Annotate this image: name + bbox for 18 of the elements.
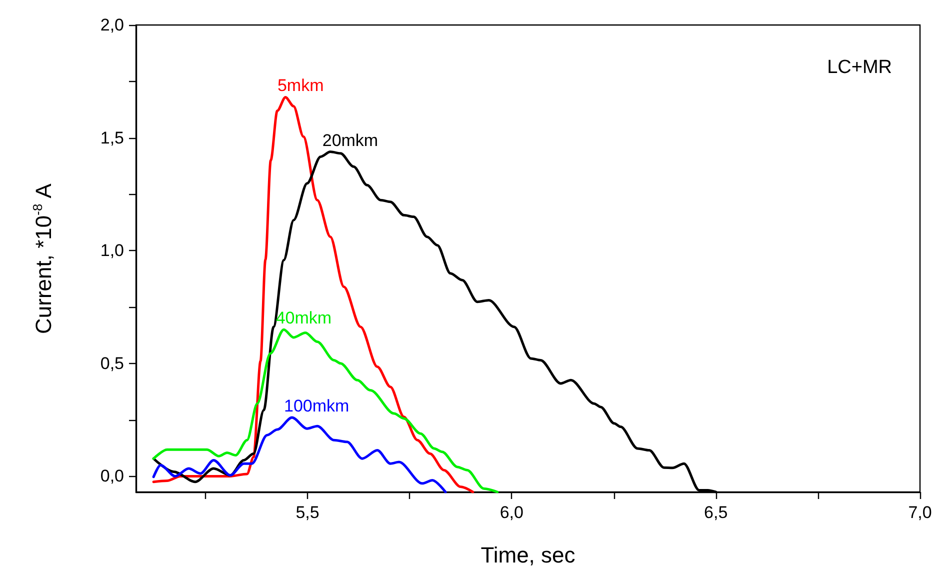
- series-label: 100mkm: [284, 396, 350, 416]
- series-label: 20mkm: [322, 130, 378, 150]
- y-tick-label: 1,0: [100, 241, 124, 260]
- x-tick-label: 6,0: [500, 503, 524, 522]
- y-axis-title: Current, *10-8 A: [30, 183, 56, 334]
- line-series: [152, 96, 474, 494]
- x-axis-title: Time, sec: [480, 542, 576, 568]
- y-tick-label: 0,0: [100, 466, 124, 486]
- x-tick-label: 6,5: [704, 503, 728, 522]
- annotation: LC+MR: [827, 57, 892, 78]
- x-tick-label: 7,0: [908, 503, 932, 522]
- y-tick-label: 1,5: [100, 128, 124, 148]
- y-tick-label: 0,5: [100, 354, 124, 373]
- x-tick-label: 5,5: [296, 503, 320, 522]
- line-series: [152, 328, 499, 494]
- y-tick-label: 2,0: [100, 16, 124, 34]
- line-series: [152, 416, 447, 494]
- series-label: 5mkm: [277, 76, 324, 96]
